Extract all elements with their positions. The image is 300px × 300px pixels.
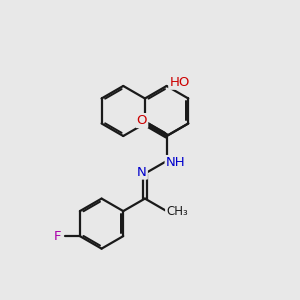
Text: O: O bbox=[137, 114, 147, 127]
Text: HO: HO bbox=[169, 76, 190, 89]
Text: N: N bbox=[137, 166, 147, 178]
Text: CH₃: CH₃ bbox=[166, 205, 188, 218]
Text: NH: NH bbox=[166, 156, 185, 169]
Text: F: F bbox=[54, 230, 61, 243]
